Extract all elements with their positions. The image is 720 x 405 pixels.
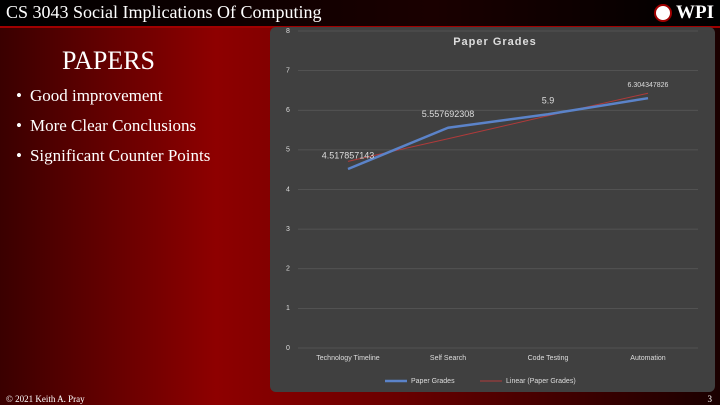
y-tick-label: 3 — [286, 226, 290, 233]
bullet: • Significant Counter Points — [16, 146, 211, 165]
x-tick-label: Code Testing — [528, 355, 569, 362]
data-label: 5.9 — [542, 96, 555, 106]
bullet: • Good improvement — [16, 86, 163, 105]
page-number: 3 — [707, 394, 713, 404]
bullet-list: • Good improvement • More Clear Conclusion… — [16, 86, 210, 176]
x-tick-label: Technology Timeline — [316, 355, 380, 362]
x-tick-label: Automation — [630, 355, 666, 362]
bullet-text: More Clear Conclusions — [29, 116, 197, 135]
y-tick-label: 5 — [286, 147, 290, 154]
y-tick-label: 1 — [286, 305, 290, 312]
header-title: CS 3043 Social Implications Of Computing — [6, 2, 322, 22]
footer-copyright: © 2021 Keith A. Pray — [6, 394, 85, 404]
chart-panel — [270, 27, 715, 392]
data-label: 5.557692308 — [422, 109, 475, 119]
series-line — [347, 96, 649, 171]
x-tick-label: Self Search — [430, 355, 466, 362]
chart-title: Paper Grades — [453, 36, 537, 48]
legend-label: Linear (Paper Grades) — [506, 378, 576, 385]
bullet-text: Significant Counter Points — [29, 146, 211, 165]
slide-heading: PAPERS — [62, 46, 155, 75]
y-tick-label: 2 — [286, 266, 290, 273]
legend-label: Paper Grades — [411, 378, 455, 385]
data-label: 4.517857143 — [322, 150, 375, 160]
logo: WPI — [654, 2, 714, 24]
logo-text: WPI — [676, 2, 714, 23]
logo-seal — [654, 4, 672, 22]
bullet: • More Clear Conclusions — [16, 116, 197, 135]
series-line — [347, 92, 649, 162]
y-tick-label: 7 — [286, 67, 290, 74]
y-tick-label: 0 — [286, 345, 290, 352]
y-tick-label: 8 — [286, 28, 290, 35]
data-label: 6.304347826 — [628, 82, 669, 89]
y-tick-label: 4 — [286, 186, 290, 193]
y-tick-label: 6 — [286, 107, 290, 114]
bullet-text: Good improvement — [29, 86, 163, 105]
